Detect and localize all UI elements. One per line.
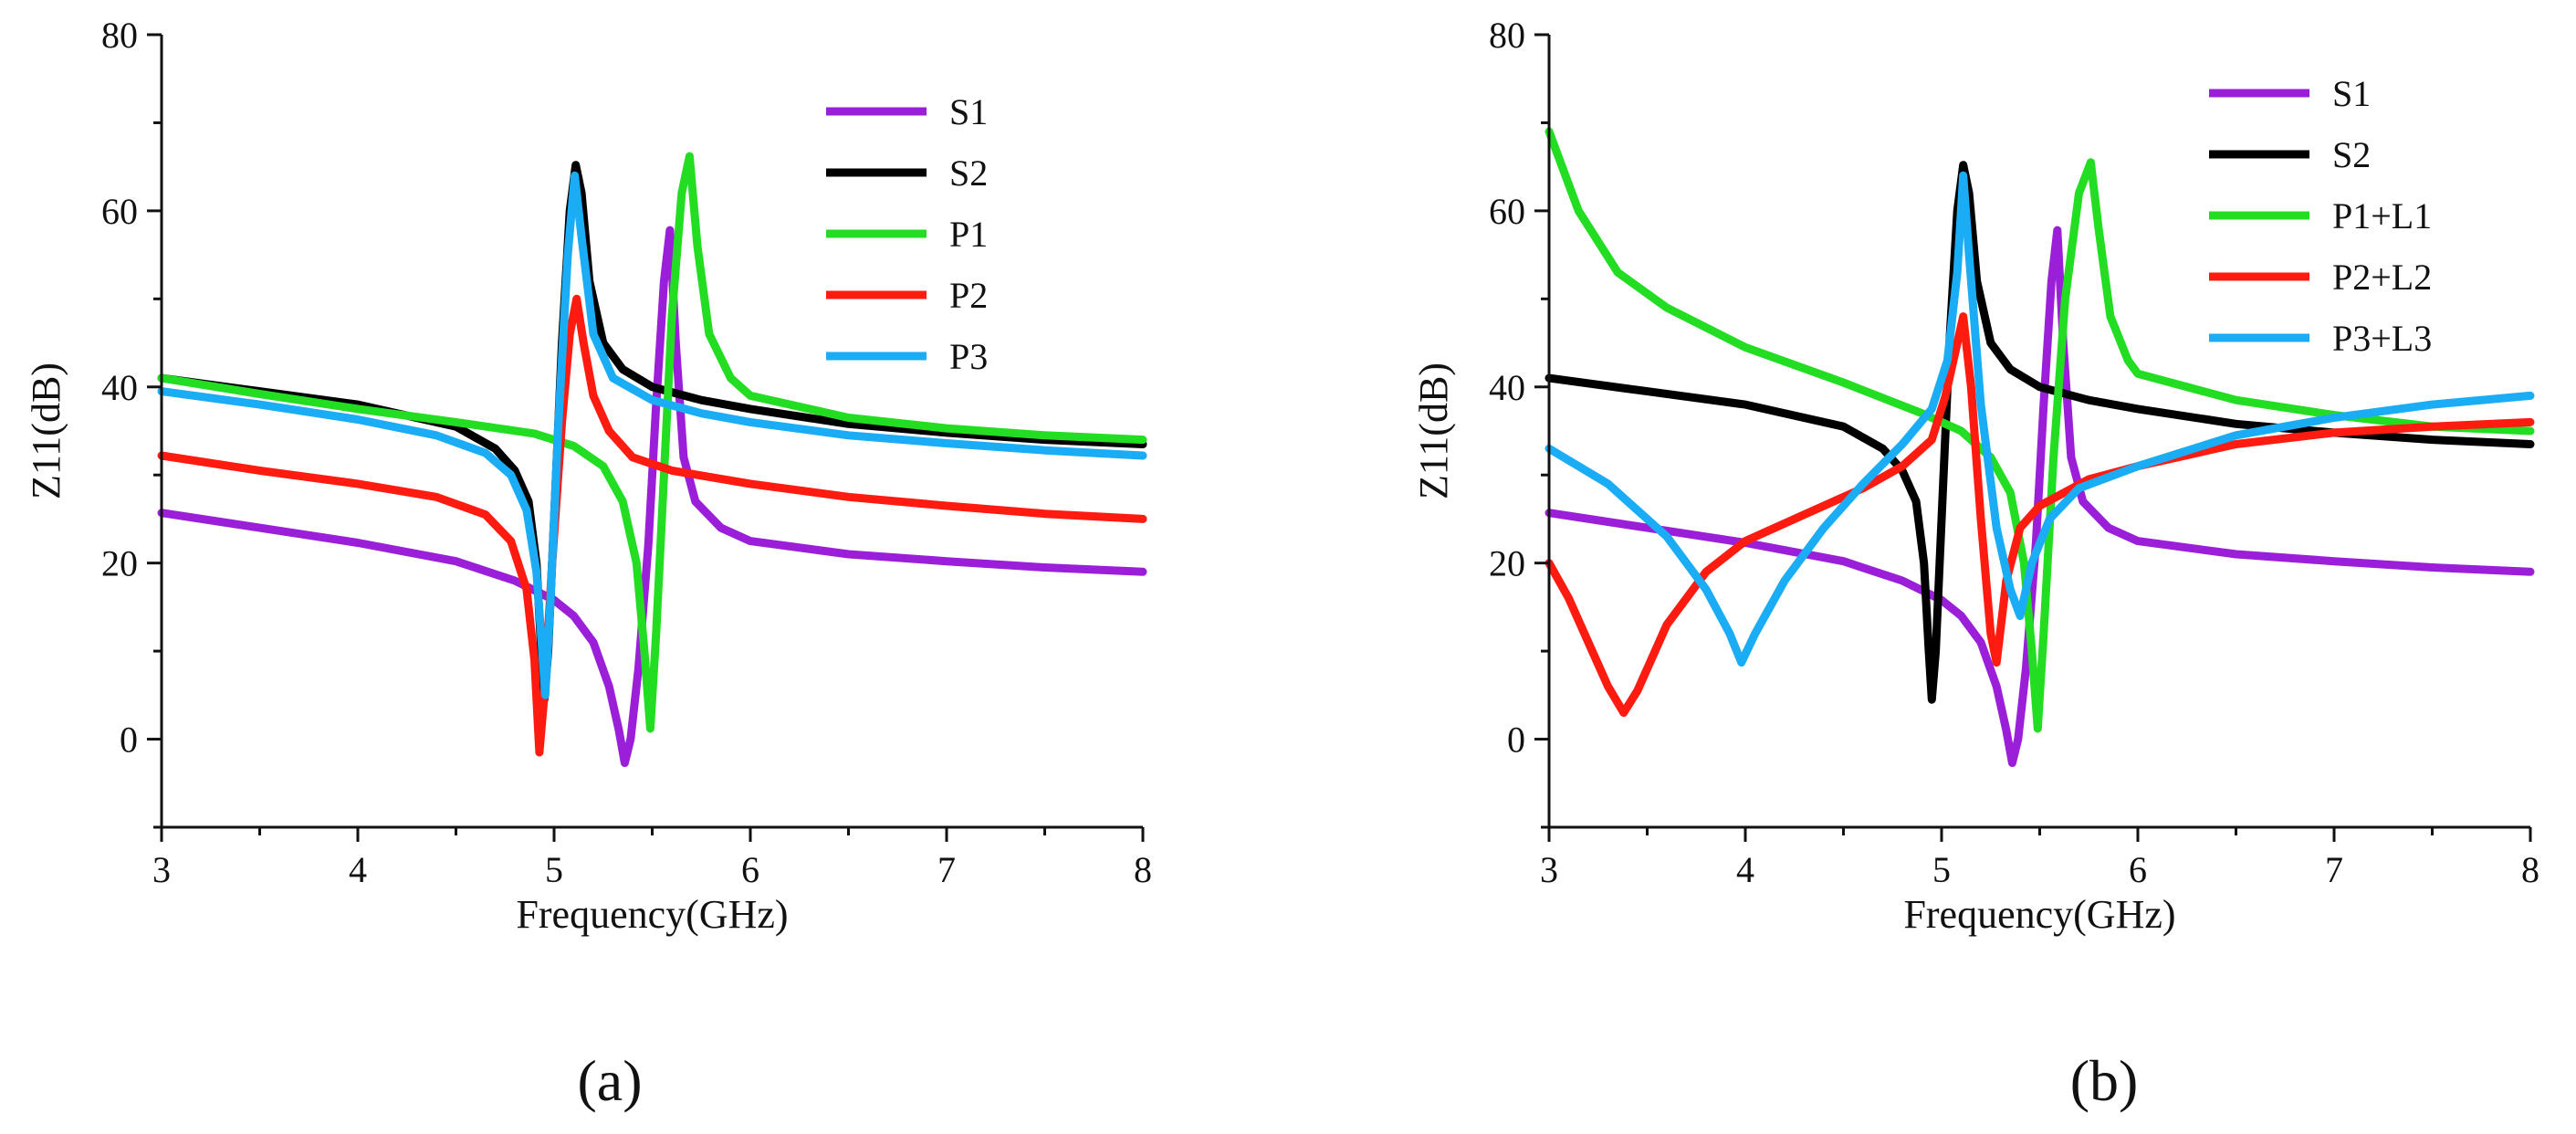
x-tick-label: 8 [1134, 849, 1152, 890]
x-tick-label: 7 [937, 849, 956, 890]
y-tick-label: 40 [1489, 367, 1525, 408]
chart-panel-2: 3 4 5 6 7 8020406080Frequency(GHz)Z11(dB)S1S2… [1411, 15, 2539, 1113]
x-tick-label: 3 [152, 849, 171, 890]
legend-label: P3+L3 [2332, 318, 2432, 359]
legend-item: P2+L2 [2209, 257, 2432, 298]
legend-label: S2 [2332, 134, 2371, 175]
y-tick-label: 20 [1489, 543, 1525, 584]
legend-label: S1 [949, 91, 988, 132]
x-axis-title: Frequency(GHz) [1903, 892, 2175, 937]
legend-item: P1+L1 [2209, 195, 2432, 236]
panel-label: (a) [577, 1048, 642, 1113]
x-tick-label: 4 [1736, 849, 1754, 890]
legend-item: S2 [826, 152, 988, 194]
x-tick-label: 8 [2521, 849, 2539, 890]
legend-label: P2 [949, 275, 988, 316]
series-line-p1-l1 [1545, 127, 2535, 733]
legend-item: P3 [826, 336, 988, 377]
legend-item: P2 [826, 275, 988, 316]
axes [147, 33, 1145, 842]
legend-item: S2 [2209, 134, 2371, 175]
y-tick-label: 80 [101, 15, 138, 56]
legend-label: P1+L1 [2332, 195, 2432, 236]
legend-label: P1 [949, 214, 988, 255]
legend-item: S1 [2209, 73, 2371, 114]
legend: S1 S2 P1+L1 P2+L2 P3+L3 [2209, 73, 2432, 359]
legend-label: S2 [949, 152, 988, 194]
y-tick-label: 60 [101, 191, 138, 232]
legend-item: P1 [826, 214, 988, 255]
chart-panel-1: 3 4 5 6 7 8020406080Frequency(GHz)Z11(dB)S1S2… [24, 15, 1152, 1113]
series-group [157, 152, 1147, 768]
x-tick-label: 5 [1932, 849, 1951, 890]
axes [1534, 33, 2532, 842]
x-axis-title: Frequency(GHz) [516, 892, 788, 937]
y-tick-label: 0 [1507, 719, 1525, 761]
y-tick-label: 20 [101, 543, 138, 584]
series-group [1545, 127, 2535, 768]
x-tick-label: 5 [545, 849, 563, 890]
y-tick-label: 80 [1489, 15, 1525, 56]
legend-item: S1 [826, 91, 988, 132]
x-tick-label: 4 [349, 849, 367, 890]
series-line-p1 [157, 152, 1147, 733]
series-line-p3-l3 [1545, 171, 2535, 667]
y-tick-label: 60 [1489, 191, 1525, 232]
legend-label: S1 [2332, 73, 2371, 114]
legend-label: P2+L2 [2332, 257, 2432, 298]
x-tick-label: 7 [2325, 849, 2343, 890]
legend-item: P3+L3 [2209, 318, 2432, 359]
y-axis-title: Z11(dB) [1411, 362, 1456, 499]
series-line-p2 [157, 294, 1147, 757]
y-tick-label: 0 [120, 719, 138, 761]
y-tick-label: 40 [101, 367, 138, 408]
legend-label: P3 [949, 336, 988, 377]
series-line-p3 [157, 171, 1147, 699]
x-tick-label: 3 [1540, 849, 1558, 890]
legend: S1 S2 P1 P2 P3 [826, 91, 988, 377]
y-axis-title: Z11(dB) [24, 362, 68, 499]
panel-label: (b) [2070, 1048, 2139, 1113]
x-tick-label: 6 [2129, 849, 2147, 890]
x-tick-label: 6 [741, 849, 759, 890]
